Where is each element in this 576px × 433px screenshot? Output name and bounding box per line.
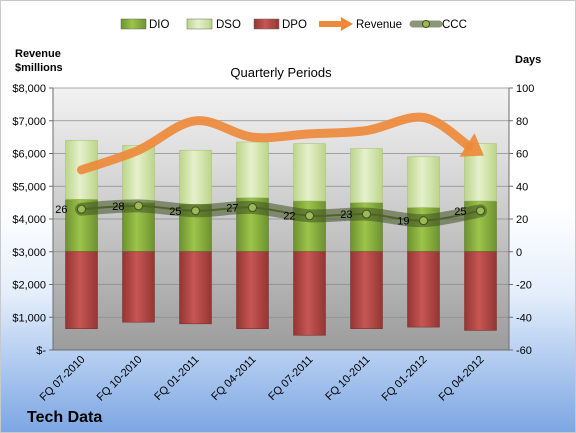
legend-swatch-dpo [253, 18, 280, 30]
left-tick-label: $1,000 [12, 312, 46, 324]
company-name: Tech Data [27, 409, 102, 426]
ccc-point [77, 204, 86, 214]
left-tick-label: $8,000 [12, 83, 46, 95]
ccc-point [419, 216, 428, 226]
left-tick-label: $6,000 [12, 149, 46, 161]
ccc-data-label: 27 [226, 203, 238, 215]
chart-title: Quarterly Periods [230, 65, 332, 80]
ccc-point [476, 206, 485, 216]
category-label: FQ 07-2010 [38, 354, 88, 404]
right-tick-label: 40 [516, 181, 528, 193]
ccc-data-label: 22 [283, 211, 295, 223]
right-tick-label: 60 [516, 149, 528, 161]
ccc-point [248, 203, 257, 213]
right-axis-label-days: Days [515, 54, 541, 66]
ccc-point [134, 201, 143, 211]
bar-dpo [179, 251, 212, 325]
ccc-data-label: 25 [169, 206, 181, 218]
legend-arrowhead-revenue [341, 17, 353, 31]
ccc-point [305, 211, 314, 221]
right-tick-label: 0 [516, 247, 522, 259]
left-axis-label-millions: $millions [15, 62, 63, 74]
right-tick-label: -20 [516, 280, 532, 292]
left-tick-label: $5,000 [12, 181, 46, 193]
ccc-point [191, 206, 200, 216]
bar-dso [350, 148, 383, 203]
category-label: FQ 10-2010 [95, 354, 145, 404]
legend-swatch-dio [120, 18, 147, 30]
category-label: FQ 01-2011 [152, 354, 201, 403]
right-tick-label: -40 [516, 312, 532, 324]
ccc-data-label: 19 [397, 216, 409, 228]
bar-dpo [464, 251, 497, 331]
ccc-data-label: 28 [112, 201, 124, 213]
right-tick-label: 100 [516, 83, 534, 95]
left-tick-label: $2,000 [12, 280, 46, 292]
bar-dso [179, 149, 212, 205]
legend-marker-ccc [422, 20, 430, 28]
ccc-data-label: 23 [340, 209, 352, 221]
bar-dpo [65, 251, 98, 330]
bar-dso [293, 143, 326, 202]
bar-dso [236, 141, 269, 199]
category-label: FQ 04-2011 [209, 354, 258, 403]
legend-label-dso: DSO [216, 19, 241, 31]
left-axis-label-revenue: Revenue [15, 48, 61, 60]
ccc-data-label: 26 [55, 204, 67, 216]
category-label: FQ 07-2011 [266, 354, 315, 403]
bar-dpo [350, 251, 383, 330]
revenue-line [77, 112, 474, 175]
right-tick-label: 20 [516, 214, 528, 226]
legend-label-revenue: Revenue [356, 19, 402, 31]
bar-dpo [293, 251, 326, 336]
right-tick-label: 80 [516, 116, 528, 128]
category-label: FQ 10-2011 [323, 354, 372, 403]
ccc-point [362, 209, 371, 219]
ccc-line [81, 204, 481, 222]
bar-dpo [236, 251, 269, 330]
revenue-arrowhead [459, 133, 484, 157]
bar-dso [407, 156, 440, 208]
left-tick-label: $7,000 [12, 116, 46, 128]
left-tick-label: $3,000 [12, 247, 46, 259]
legend-label-dio: DIO [149, 19, 170, 31]
legend-label-dpo: DPO [282, 19, 307, 31]
category-label: FQ 01-2012 [380, 354, 430, 404]
left-tick-label: $- [36, 345, 46, 357]
bar-dpo [122, 251, 155, 323]
legend-swatch-dso [186, 18, 213, 30]
bar-dpo [407, 251, 440, 328]
ccc-data-label: 25 [454, 206, 466, 218]
category-label: FQ 04-2012 [437, 354, 487, 404]
left-tick-label: $4,000 [12, 214, 46, 226]
right-tick-label: -60 [516, 345, 532, 357]
legend-label-ccc: CCC [442, 19, 467, 31]
